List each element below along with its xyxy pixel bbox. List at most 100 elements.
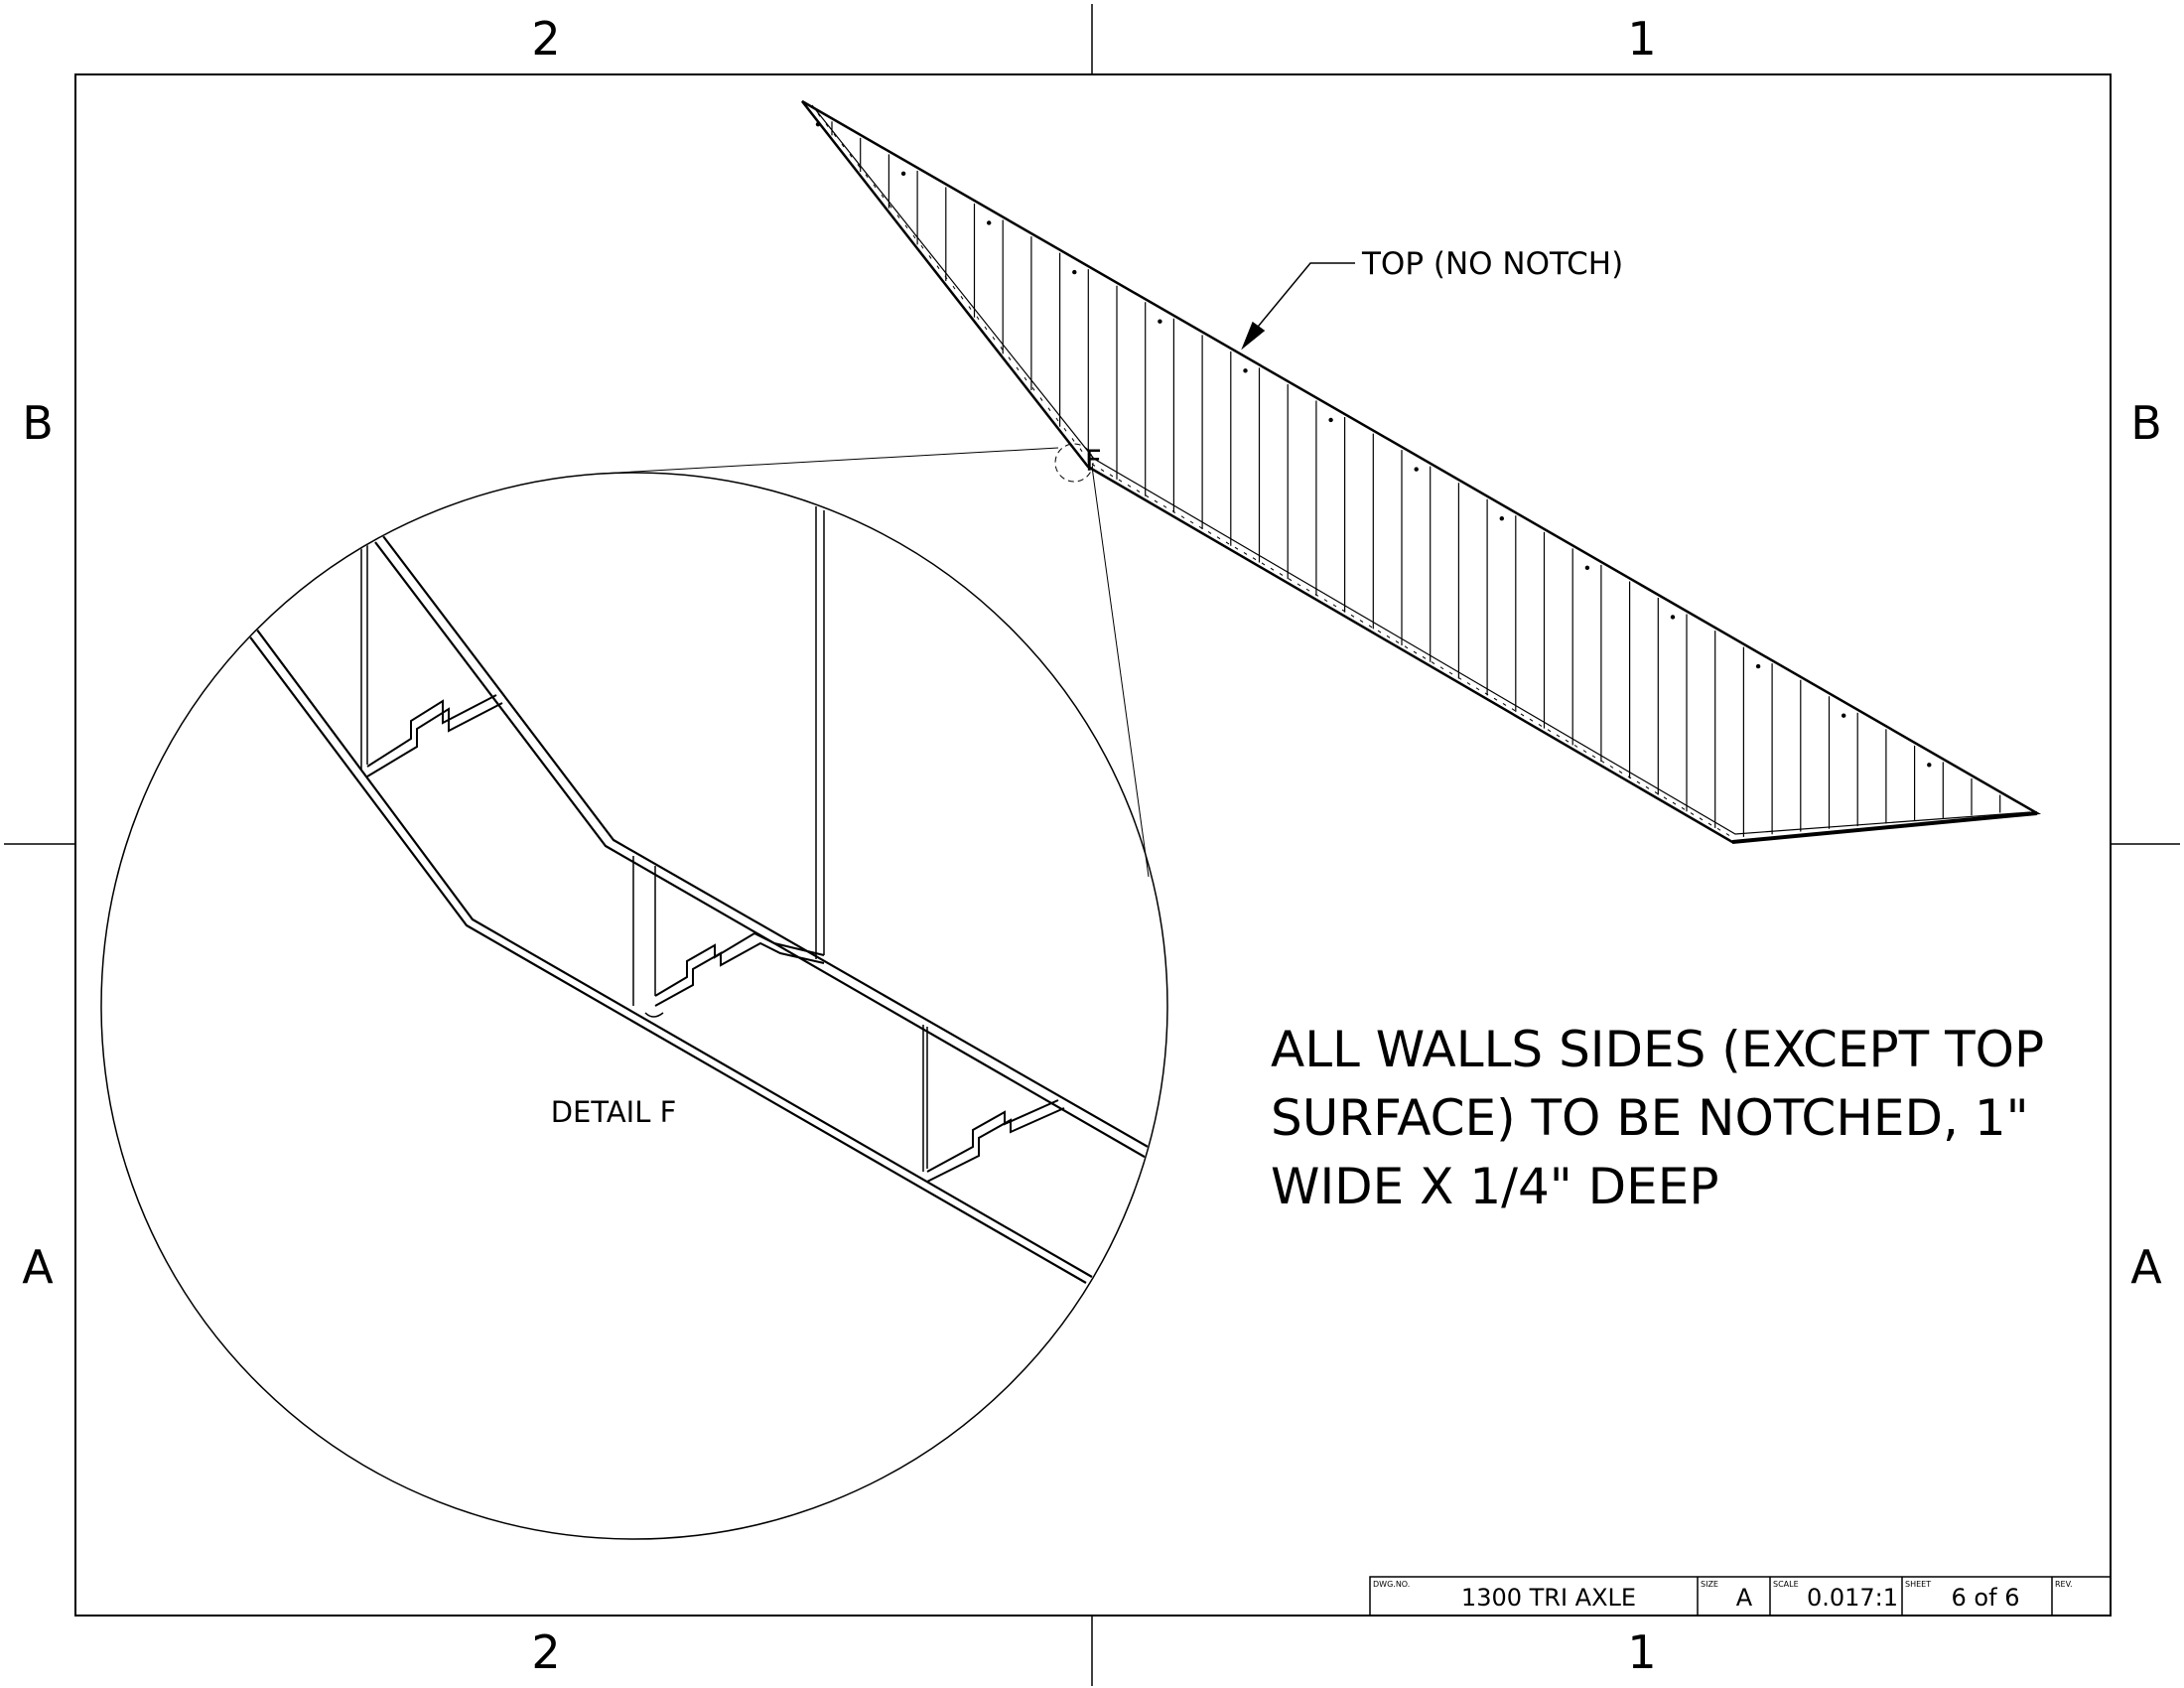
panel-seam-tick [1377,630,1382,633]
panel-seam-tick [1690,812,1695,815]
panel-bottom-edge [1731,811,2038,844]
panel-seam-tick [1180,515,1185,519]
note-line-3: WIDE X 1/4" DEEP [1271,1158,1719,1215]
panel-seam-tick [952,285,956,290]
panel-rivet [1414,467,1419,472]
panel-seam-tick [1008,356,1012,360]
panel-rivet [1243,368,1248,373]
panel-seam-tick [1529,718,1534,722]
panel-seam-tick [1404,645,1409,649]
panel-seam-tick [1520,713,1525,717]
panel-seam-tick [1000,347,1004,351]
panel-seam-tick [857,164,861,168]
magnification-lines [599,447,1150,878]
top-callout-label: TOP (NO NOTCH) [1361,246,1623,282]
panel-seam-tick [912,234,916,239]
panel-seam-tick [1707,822,1712,826]
zone-row-label-right-b: B [2130,396,2162,450]
title-block-dwg-no-label: DWG.NO. [1373,1580,1410,1589]
panel-inner-edge [811,104,2031,835]
panel-rivet [815,122,821,127]
panel-seam-tick [1154,499,1159,503]
panel-rivet [1927,763,1932,768]
panel-seam-tick [1663,796,1668,800]
panel-seam-tick [1573,744,1578,748]
panel-seam-tick [1565,739,1570,743]
panel-rivet [1755,663,1761,669]
panel-seam-tick [1225,541,1230,545]
note-line-1: ALL WALLS SIDES (EXCEPT TOP [1271,1021,2044,1078]
panel-seam-tick [1556,734,1561,738]
title-block-dwg-no: 1300 TRI AXLE [1461,1584,1636,1612]
panel-seam-tick [992,336,996,341]
zone-row-label-left-b: B [22,396,54,450]
panel-seam-tick [1493,697,1498,701]
panel-seam-tick [1547,729,1552,733]
panel-seam-tick [1234,546,1239,550]
panel-seam-tick [1314,593,1319,597]
panel-seam-tick [1431,661,1435,664]
panel-seam-tick [1699,817,1704,821]
panel-seam-tick [1171,510,1176,513]
panel-seam-tick [849,153,853,158]
panel-seam-tick [928,255,932,259]
panel-seam-tick [1031,387,1035,391]
panel-seam-tick [1395,640,1400,643]
panel-seam-tick [1672,801,1677,805]
panel-seam-tick [1681,806,1686,810]
panel-seam-tick [1136,490,1141,492]
panel-seam-tick [1716,827,1721,831]
panel-seam-tick [1063,427,1067,432]
panel-seam-tick [936,265,940,269]
panel-seam-tick [1636,780,1641,784]
panel-seam-tick [1725,833,1730,836]
panel-seam-tick [1627,775,1632,779]
panel-seam-tick [920,244,924,249]
detail-view-geometry [247,506,1158,1284]
title-block [1369,1576,2112,1617]
panel-seam-tick [888,205,892,209]
panel-seam-tick [1457,676,1462,680]
panel-seam-tick [825,123,829,127]
panel-seam-tick [1252,557,1257,561]
panel-seam-tick [1055,417,1059,422]
panel-seam-tick [976,316,980,321]
panel-seam-tick [1475,687,1480,691]
panel-seam-tick [881,194,885,199]
detail-view-label: DETAIL F [551,1095,677,1129]
panel-seam-tick [1538,724,1543,727]
panel-rivet [1584,565,1590,571]
panel-seam-tick [1145,494,1150,498]
panel-seam-tick [1502,703,1507,706]
panel-seam-tick [1118,479,1123,483]
panel-seam-tick [1323,599,1328,603]
panel-seam-tick [841,143,845,148]
panel-seam-tick [1047,407,1051,412]
panel-seam-tick [1350,614,1355,618]
zone-col-label-top-1: 1 [1627,12,1656,66]
zone-row-label-left-a: A [22,1240,54,1294]
panel-rivet [1158,319,1162,324]
panel-seam-tick [1305,588,1310,592]
panel-seam-tick [873,184,877,189]
panel-seam-tick [1024,376,1027,381]
panel-seam-tick [1511,708,1516,712]
zone-col-label-bottom-2: 2 [531,1625,560,1679]
panel-seam-tick [1386,634,1391,638]
panel-outline [801,99,2042,844]
panel-seam-tick [817,113,821,117]
panel-rivet [1499,516,1505,521]
panel-seam-tick [1600,760,1605,764]
panel-seam-tick [968,306,972,310]
panel-seam-tick [1039,397,1043,401]
panel-seam-tick [1207,531,1212,534]
panel-seam-tick [1079,448,1083,452]
panel-seam-tick [1297,583,1301,587]
title-block-scale: 0.017:1 [1807,1584,1898,1612]
panel-seam-tick [1645,785,1650,789]
panel-seam-tick [944,275,948,280]
panel-rivet [1842,713,1846,718]
panel-seam-tick [1413,650,1418,654]
zone-col-label-bottom-1: 1 [1627,1625,1656,1679]
panel-seam-tick [833,133,837,138]
